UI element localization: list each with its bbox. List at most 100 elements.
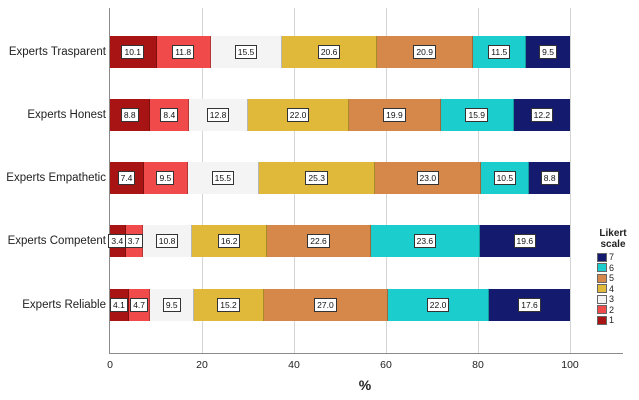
data-label: 17.6 xyxy=(518,298,541,312)
x-axis-line xyxy=(109,353,623,354)
data-label: 10.1 xyxy=(121,45,145,59)
stacked-bar: 8.8 8.4 12.8 22.0 19.9 15.9 12.2 xyxy=(110,99,570,131)
y-axis-line xyxy=(109,8,110,354)
y-category-label: Experts Trasparent xyxy=(8,46,106,58)
bar-segment-likert-7: 12.2 xyxy=(513,99,570,131)
bar-segment-likert-1: 4.1 xyxy=(110,289,129,321)
legend-swatch xyxy=(597,273,607,283)
bar-segment-likert-6: 11.5 xyxy=(473,36,527,68)
legend-swatch xyxy=(597,315,607,325)
bar-segment-likert-1: 8.8 xyxy=(110,99,151,131)
x-tick-label: 20 xyxy=(196,359,208,371)
legend-label: 2 xyxy=(609,304,615,315)
legend-item: 5 xyxy=(593,273,633,284)
legend-swatch xyxy=(597,305,607,315)
gridline xyxy=(570,8,571,353)
legend-item: 2 xyxy=(593,305,633,316)
legend-item: 6 xyxy=(593,263,633,274)
bar-segment-likert-7: 19.6 xyxy=(479,225,570,257)
data-label: 4.1 xyxy=(110,298,128,312)
stacked-bar: 3.4 3.7 10.8 16.2 22.6 23.6 19.6 xyxy=(108,225,570,257)
legend-item: 1 xyxy=(593,315,633,326)
data-label: 23.0 xyxy=(416,171,440,185)
data-label: 19.6 xyxy=(513,234,537,248)
x-axis-title: % xyxy=(358,377,372,393)
legend-item: 4 xyxy=(593,284,633,295)
legend-label: 5 xyxy=(609,273,615,284)
bar-segment-likert-4: 20.6 xyxy=(282,36,378,68)
bar-segment-likert-2: 8.4 xyxy=(150,99,190,131)
legend-label: 6 xyxy=(609,262,615,273)
y-category-label: Experts Competent xyxy=(7,235,106,247)
bar-segment-likert-5: 22.6 xyxy=(266,225,372,257)
data-label: 22.0 xyxy=(286,108,310,122)
data-label: 3.7 xyxy=(124,234,143,248)
legend-label: 4 xyxy=(609,283,615,294)
x-tick-label: 100 xyxy=(561,359,579,371)
bar-segment-likert-2: 4.7 xyxy=(128,289,151,321)
stacked-bar: 7.4 9.5 15.5 25.3 23.0 10.5 8.8 xyxy=(110,162,570,194)
data-label: 9.5 xyxy=(539,45,557,59)
x-tick-label: 80 xyxy=(472,359,484,371)
data-label: 10.8 xyxy=(155,234,179,248)
bar-segment-likert-1: 7.4 xyxy=(110,162,145,194)
bar-segment-likert-5: 20.9 xyxy=(377,36,474,68)
data-label: 3.4 xyxy=(108,234,127,248)
bar-segment-likert-3: 15.5 xyxy=(187,162,260,194)
legend-swatch xyxy=(597,294,607,304)
y-category-label: Experts Honest xyxy=(27,109,106,121)
legend-label: 1 xyxy=(609,315,615,326)
bar-segment-likert-4: 25.3 xyxy=(259,162,376,194)
data-label: 19.9 xyxy=(383,108,406,122)
data-label: 27.0 xyxy=(314,298,337,312)
bar-segment-likert-1: 3.4 xyxy=(108,225,127,257)
bar-segment-likert-5: 27.0 xyxy=(263,289,388,321)
bar-segment-likert-3: 15.5 xyxy=(210,36,283,68)
bar-segment-likert-4: 16.2 xyxy=(192,225,267,257)
legend-item: 3 xyxy=(593,294,633,305)
data-label: 4.7 xyxy=(130,298,149,312)
data-label: 11.5 xyxy=(488,45,511,59)
data-label: 8.8 xyxy=(540,171,559,185)
bar-segment-likert-3: 9.5 xyxy=(150,289,195,321)
data-label: 16.2 xyxy=(217,234,241,248)
data-label: 9.5 xyxy=(156,171,175,185)
x-tick-label: 40 xyxy=(288,359,300,371)
legend-label: 3 xyxy=(609,294,615,305)
data-label: 9.5 xyxy=(162,298,181,312)
bar-segment-likert-5: 19.9 xyxy=(349,99,441,131)
data-label: 12.2 xyxy=(530,108,554,122)
data-label: 7.4 xyxy=(117,171,136,185)
bar-segment-likert-2: 3.7 xyxy=(124,225,143,257)
legend-title: Likert scale xyxy=(593,228,633,250)
bar-segment-likert-5: 23.0 xyxy=(375,162,482,194)
legend-swatch xyxy=(597,252,607,262)
data-label: 22.6 xyxy=(307,234,330,248)
data-label: 23.6 xyxy=(413,234,437,248)
bar-segment-likert-7: 17.6 xyxy=(489,289,570,321)
y-category-label: Experts Reliable xyxy=(22,299,106,311)
data-label: 15.5 xyxy=(234,45,258,59)
bar-segment-likert-1: 10.1 xyxy=(110,36,157,68)
bar-segment-likert-7: 8.8 xyxy=(529,162,570,194)
data-label: 25.3 xyxy=(305,171,328,185)
data-label: 20.6 xyxy=(317,45,341,59)
bar-segment-likert-7: 9.5 xyxy=(526,36,570,68)
bar-segment-likert-6: 22.0 xyxy=(387,289,490,321)
bar-segment-likert-6: 15.9 xyxy=(440,99,514,131)
data-label: 15.2 xyxy=(217,298,240,312)
bar-segment-likert-6: 23.6 xyxy=(371,225,480,257)
legend-title-line2: scale xyxy=(600,239,626,250)
legend-item: 7 xyxy=(593,252,633,263)
y-category-label: Experts Empathetic xyxy=(6,172,106,184)
legend-title-line1: Likert xyxy=(599,228,627,239)
bar-segment-likert-3: 10.8 xyxy=(142,225,193,257)
bar-segment-likert-2: 9.5 xyxy=(144,162,188,194)
bar-segment-likert-3: 12.8 xyxy=(189,99,248,131)
data-label: 11.8 xyxy=(172,45,195,59)
stacked-bar: 10.1 11.8 15.5 20.6 20.9 11.5 9.5 xyxy=(110,36,570,68)
data-label: 12.8 xyxy=(206,108,230,122)
